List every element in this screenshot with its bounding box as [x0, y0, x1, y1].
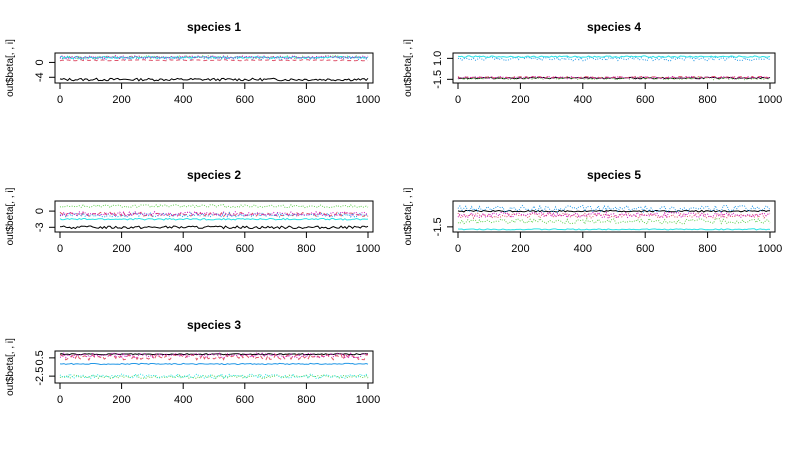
x-tick-label: 600 [236, 394, 254, 406]
trace-series-4 [59, 362, 369, 366]
x-tick-label: 1000 [356, 243, 380, 255]
x-tick-label: 1000 [356, 94, 380, 106]
plot-frame [54, 350, 374, 384]
x-tick-label: 600 [236, 243, 254, 255]
trace-series-2 [59, 211, 369, 218]
plot-frame [54, 52, 374, 84]
x-tick-label: 400 [574, 94, 592, 106]
x-tick-label: 600 [636, 243, 654, 255]
x-tick-label: 800 [297, 243, 315, 255]
trace-series-5 [59, 55, 369, 60]
panel-title: species 5 [587, 168, 641, 182]
x-tick-label: 1000 [758, 243, 782, 255]
panel-4: species 5 out$beta[, , i] 0 200 400 600 800 100… [403, 168, 782, 255]
trace-series-6 [457, 76, 771, 80]
x-tick-label: 800 [698, 243, 716, 255]
panel-3: species 2 out$beta[, , i] 0 200 400 600 800 100… [5, 168, 380, 255]
trace-series-3 [457, 217, 771, 226]
trace-series-6 [457, 211, 771, 219]
x-tick-label: 200 [112, 94, 130, 106]
y-tick-label: 1.0 [432, 51, 444, 66]
trace-series-6 [59, 54, 369, 60]
x-tick-label: 800 [297, 94, 315, 106]
y-tick-label: -4 [34, 72, 46, 82]
x-tick-label: 200 [511, 94, 529, 106]
y-tick-label: -1.5 [432, 70, 444, 89]
x-tick-label: 400 [574, 243, 592, 255]
x-tick-label: 1000 [356, 394, 380, 406]
x-tick-label: 1000 [758, 94, 782, 106]
plot-frame [452, 200, 776, 233]
x-tick-label: 200 [511, 243, 529, 255]
x-tick-label: 800 [698, 94, 716, 106]
panel-title: species 2 [187, 168, 241, 182]
x-tick-label: 800 [297, 394, 315, 406]
x-tick-label: 600 [236, 94, 254, 106]
plot-frame [54, 200, 374, 233]
x-tick-label: 0 [57, 394, 63, 406]
x-tick-label: 400 [174, 394, 192, 406]
x-tick-label: 200 [112, 394, 130, 406]
trace-series-1 [59, 77, 369, 82]
x-tick-label: 400 [174, 243, 192, 255]
trace-series-5 [457, 228, 771, 231]
panel-title: species 1 [187, 20, 241, 34]
x-tick-label: 0 [455, 94, 461, 106]
panel-2: species 4 out$beta[, , i] 0 200 400 600 800 100… [403, 20, 782, 106]
y-tick-label: -2.5 [34, 367, 46, 386]
trace-series-1 [59, 225, 369, 230]
x-tick-label: 0 [57, 94, 63, 106]
trace-series-5 [59, 217, 369, 221]
trace-series-2 [59, 59, 368, 62]
trace-series-2 [457, 211, 771, 220]
panel-title: species 4 [587, 20, 641, 34]
y-axis-label: out$beta[, , i] [403, 187, 414, 245]
y-axis-label: out$beta[, , i] [5, 338, 16, 396]
trace-series-4 [59, 55, 369, 61]
x-tick-label: 400 [174, 94, 192, 106]
panel-5: species 3 out$beta[, , i] 0 200 400 600 800 100… [5, 318, 380, 406]
y-tick-label: 0.5 [34, 350, 46, 365]
trace-series-2 [59, 353, 369, 362]
trace-series-6 [59, 352, 369, 359]
y-tick-label: -3 [34, 222, 46, 232]
trace-series-5 [59, 372, 369, 380]
x-tick-label: 200 [112, 243, 130, 255]
x-tick-label: 0 [455, 243, 461, 255]
trace-series-1 [59, 353, 369, 356]
panel-1: species 1 out$beta[, , i] 0 200 400 600 800 100… [5, 20, 380, 106]
y-axis-label: out$beta[, , i] [5, 39, 16, 97]
y-tick-label: -1.5 [432, 217, 444, 236]
x-tick-label: 600 [636, 94, 654, 106]
y-axis-label: out$beta[, , i] [5, 187, 16, 245]
y-tick-label: 0 [34, 59, 46, 65]
trace-series-4 [457, 204, 771, 214]
trace-series-5 [457, 55, 771, 58]
plot-frame [452, 52, 776, 84]
y-axis-label: out$beta[, , i] [403, 39, 414, 97]
x-tick-label: 0 [57, 243, 63, 255]
y-tick-label: 0 [34, 208, 46, 214]
panel-title: species 3 [187, 318, 241, 332]
trace-series-3 [59, 203, 369, 209]
